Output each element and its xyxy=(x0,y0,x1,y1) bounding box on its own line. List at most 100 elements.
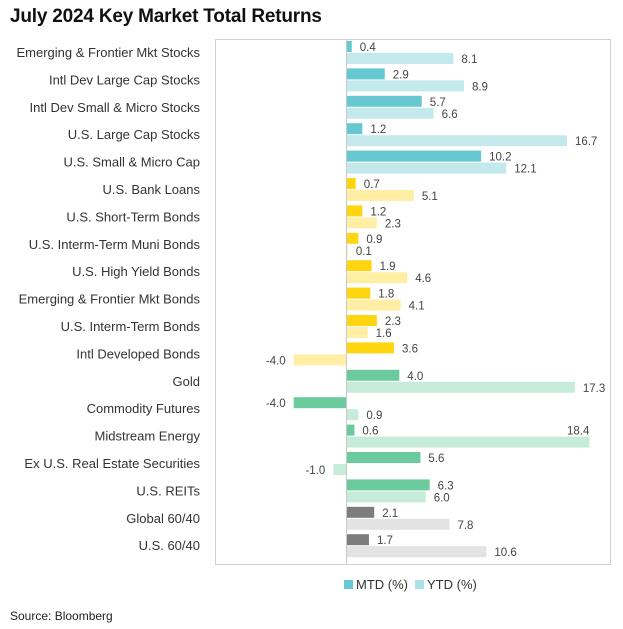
bar-mtd xyxy=(346,260,372,272)
value-label-mtd: 6.3 xyxy=(438,480,454,492)
bar-mtd xyxy=(346,232,359,244)
category-label: U.S. High Yield Bonds xyxy=(72,264,200,279)
bar-mtd xyxy=(346,68,385,80)
bar-mtd xyxy=(346,342,395,354)
value-label-ytd: 4.6 xyxy=(415,273,431,285)
bar-ytd xyxy=(346,190,414,201)
value-label-mtd: 0.4 xyxy=(360,42,377,54)
value-label-mtd: 2.3 xyxy=(385,316,401,328)
bar-ytd xyxy=(346,107,434,119)
bar-ytd xyxy=(346,80,464,92)
value-label-ytd: 6.6 xyxy=(442,109,458,121)
value-label-ytd: -4.0 xyxy=(266,355,286,367)
value-label-ytd: 2.3 xyxy=(385,218,401,230)
bar-mtd xyxy=(346,178,356,189)
value-label-ytd: 4.1 xyxy=(409,301,425,313)
bar-ytd xyxy=(346,381,575,393)
value-labels: 0.4 8.1 2.9 8.9 5.76.6 1.2 16.7 10.212.1 0.7 5.1 1… xyxy=(266,42,605,559)
bar-ytd xyxy=(346,217,377,229)
value-label-mtd: 2.9 xyxy=(393,69,409,81)
bar-mtd xyxy=(346,506,375,518)
bar-ytd xyxy=(346,491,426,503)
bar-mtd xyxy=(346,41,352,52)
category-label: U.S. Interm-Term Muni Bonds xyxy=(29,237,201,252)
category-label: U.S. Small & Micro Cap xyxy=(63,155,200,170)
value-label-ytd: 6.0 xyxy=(434,492,450,504)
bar-mtd xyxy=(346,479,430,491)
bar-ytd xyxy=(346,53,454,64)
bar-mtd xyxy=(346,315,377,326)
bar-ytd xyxy=(333,464,347,475)
category-label: Intl Dev Small & Micro Stocks xyxy=(30,100,201,115)
value-label-mtd: 5.7 xyxy=(430,97,446,109)
category-label: Commodity Futures xyxy=(87,401,201,416)
bar-ytd xyxy=(346,436,590,448)
category-label: U.S. Large Cap Stocks xyxy=(68,127,201,142)
category-label: Emerging & Frontier Mkt Stocks xyxy=(17,45,201,60)
value-label-mtd: 4.0 xyxy=(407,371,423,383)
category-label: Intl Dev Large Cap Stocks xyxy=(49,72,201,87)
value-label-ytd: 8.9 xyxy=(472,81,488,93)
category-label: U.S. Short-Term Bonds xyxy=(66,209,200,224)
bar-mtd xyxy=(346,424,355,436)
category-label: U.S. REITs xyxy=(136,483,200,498)
category-label: U.S. Interm-Term Bonds xyxy=(61,319,201,334)
bar-mtd xyxy=(346,205,363,217)
value-label-mtd: 1.8 xyxy=(378,289,394,301)
category-label: Ex U.S. Real Estate Securities xyxy=(24,456,200,471)
bar-ytd xyxy=(346,162,507,174)
bar-ytd xyxy=(346,299,401,311)
value-label-mtd: -4.0 xyxy=(266,398,286,410)
bar-mtd xyxy=(346,123,363,135)
bar-mtd xyxy=(346,150,482,162)
value-label-ytd: 0.1 xyxy=(356,246,372,258)
value-label-mtd: 0.6 xyxy=(362,426,378,438)
bar-mtd xyxy=(346,95,422,107)
bar-mtd xyxy=(346,534,369,546)
value-label-mtd: 3.6 xyxy=(402,343,418,355)
category-label: Intl Developed Bonds xyxy=(76,346,200,361)
category-label: Gold xyxy=(173,374,200,389)
value-label-mtd: 1.2 xyxy=(370,206,386,218)
value-label-ytd: 7.8 xyxy=(457,520,473,532)
source-note: Source: Bloomberg xyxy=(10,609,113,623)
value-label-ytd: 0.9 xyxy=(366,410,382,422)
category-label: Midstream Energy xyxy=(95,429,201,444)
bar-ytd xyxy=(346,244,348,256)
bar-ytd xyxy=(346,272,408,284)
legend-label-mtd: MTD (%) xyxy=(356,577,408,592)
bar-mtd xyxy=(346,287,371,299)
category-label: Global 60/40 xyxy=(126,511,200,526)
value-label-ytd: 16.7 xyxy=(575,136,597,148)
value-label-ytd: 17.3 xyxy=(583,383,605,395)
bar-mtd xyxy=(293,397,347,409)
value-label-ytd: 12.1 xyxy=(514,164,536,176)
bar-ytd xyxy=(346,546,487,558)
bar-ytd xyxy=(346,518,450,530)
legend-label-ytd: YTD (%) xyxy=(427,577,477,592)
category-label: U.S. 60/40 xyxy=(139,538,200,553)
legend-swatch-mtd xyxy=(344,580,353,589)
value-label-ytd: 18.4 xyxy=(567,426,590,438)
bar-mtd xyxy=(346,452,421,463)
bar-ytd xyxy=(346,409,359,421)
value-label-mtd: 10.2 xyxy=(489,152,511,164)
bars xyxy=(293,41,590,558)
chart-title: July 2024 Key Market Total Returns xyxy=(10,6,322,27)
value-label-mtd: 5.6 xyxy=(428,453,444,465)
legend-swatch-ytd xyxy=(415,580,424,589)
category-label: U.S. Bank Loans xyxy=(102,182,200,197)
bar-ytd xyxy=(346,135,567,147)
value-label-mtd: 2.1 xyxy=(382,508,398,520)
value-label-mtd: 0.7 xyxy=(364,179,380,191)
value-label-ytd: 8.1 xyxy=(461,54,477,66)
value-label-ytd: -1.0 xyxy=(305,465,325,477)
category-label: Emerging & Frontier Mkt Bonds xyxy=(19,292,201,307)
value-label-mtd: 1.9 xyxy=(380,261,396,273)
value-label-ytd: 10.6 xyxy=(494,547,516,559)
bar-ytd xyxy=(293,354,347,366)
value-label-mtd: 0.9 xyxy=(366,234,382,246)
value-label-mtd: 1.7 xyxy=(377,535,393,547)
category-labels: Emerging & Frontier Mkt Stocks Intl Dev L… xyxy=(17,45,201,553)
